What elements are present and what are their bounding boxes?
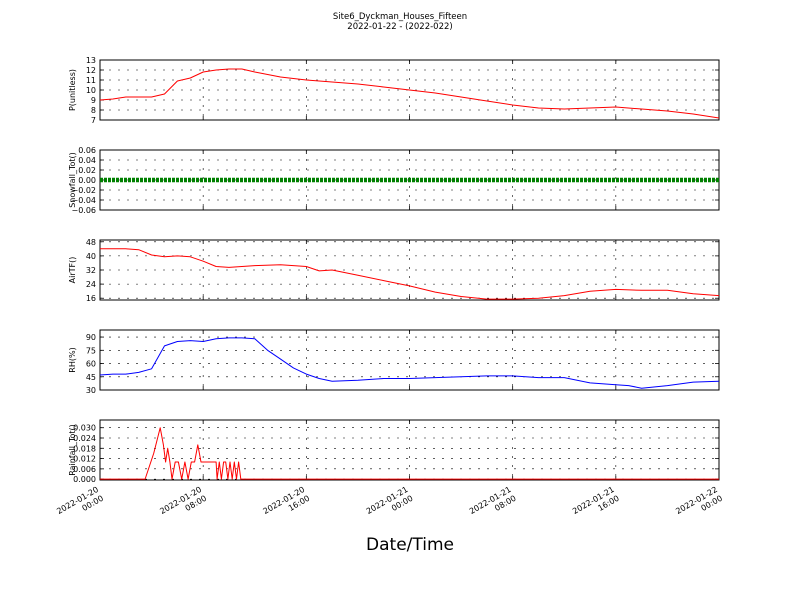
subplot-4: 30 45 60 75 90 RH(%) [68, 329, 720, 395]
x-axis-label: Date/Time [366, 535, 454, 555]
y-tick-label: 0.00 [78, 176, 96, 185]
y-tick-label: 90 [86, 333, 96, 342]
y-axis-label: AirTF() [68, 257, 77, 284]
series-line [99, 68, 720, 119]
y-tick-label: 75 [86, 346, 96, 355]
y-tick-label: 0.06 [78, 146, 96, 155]
y-tick-label: 60 [86, 360, 96, 369]
x-tick-labels: 2022-01-2000:00 2022-01-2008:00 2022-01-20… [55, 485, 724, 525]
y-tick-label: 7 [91, 116, 96, 125]
x-tick-label: 2022-01-2016:00 [262, 485, 312, 525]
y-tick-label: 48 [86, 238, 96, 247]
y-tick-label: 24 [86, 280, 96, 289]
y-tick-label: 40 [86, 252, 96, 261]
chart-title: Site6_Dyckman_Houses_Fifteen [333, 12, 467, 22]
y-tick-label: −0.04 [71, 196, 96, 205]
y-tick-label: 45 [86, 373, 96, 382]
y-axis-label: Snowfall_Tot() [68, 152, 77, 208]
x-tick-label: 2022-01-2008:00 [158, 485, 208, 525]
series-line [99, 337, 720, 389]
x-tick-label: 2022-01-2116:00 [571, 485, 621, 525]
subplots: 78910111213P(unitless)−0.06−0.04−0.020.0… [68, 56, 720, 484]
x-tick-label: 2022-01-2000:00 [55, 485, 105, 525]
y-tick-label: 16 [86, 294, 96, 303]
y-tick-label: 10 [86, 86, 96, 95]
y-tick-label: 12 [86, 66, 96, 75]
y-axis-label: Rainfall_Tot() [68, 424, 77, 476]
y-tick-label: 0.024 [73, 434, 96, 443]
subplot-2: −0.06−0.04−0.020.000.020.040.06Snowfall_… [68, 146, 720, 215]
y-tick-label: 0.02 [78, 166, 96, 175]
x-tick-label: 2022-01-2100:00 [365, 485, 415, 525]
y-tick-label: 0.04 [78, 156, 96, 165]
series-line [100, 427, 719, 480]
y-tick-label: 32 [86, 266, 96, 275]
y-tick-label: −0.06 [71, 206, 96, 215]
y-tick-label: 0.012 [73, 455, 96, 464]
y-tick-label: 0.006 [73, 465, 96, 474]
y-tick-label: 0.018 [73, 444, 96, 453]
y-tick-label: 0.000 [73, 475, 96, 484]
y-tick-label: 11 [86, 76, 96, 85]
y-tick-label: 0.030 [73, 424, 96, 433]
x-tick-label: 2022-01-2108:00 [468, 485, 518, 525]
y-tick-label: 9 [91, 96, 96, 105]
y-tick-label: 13 [86, 56, 96, 65]
subplot-3: 16 24 32 40 48 AirTF() [68, 238, 720, 303]
x-tick-label: 2022-01-2200:00 [674, 485, 724, 525]
y-tick-label: 8 [91, 106, 96, 115]
y-axis-label: P(unitless) [68, 69, 77, 111]
y-tick-label: 30 [86, 386, 96, 395]
series-line [100, 248, 720, 300]
y-axis-label: RH(%) [68, 347, 77, 372]
chart-subtitle: 2022-01-22 - (2022-022) [347, 22, 452, 32]
y-tick-label: −0.02 [71, 186, 96, 195]
